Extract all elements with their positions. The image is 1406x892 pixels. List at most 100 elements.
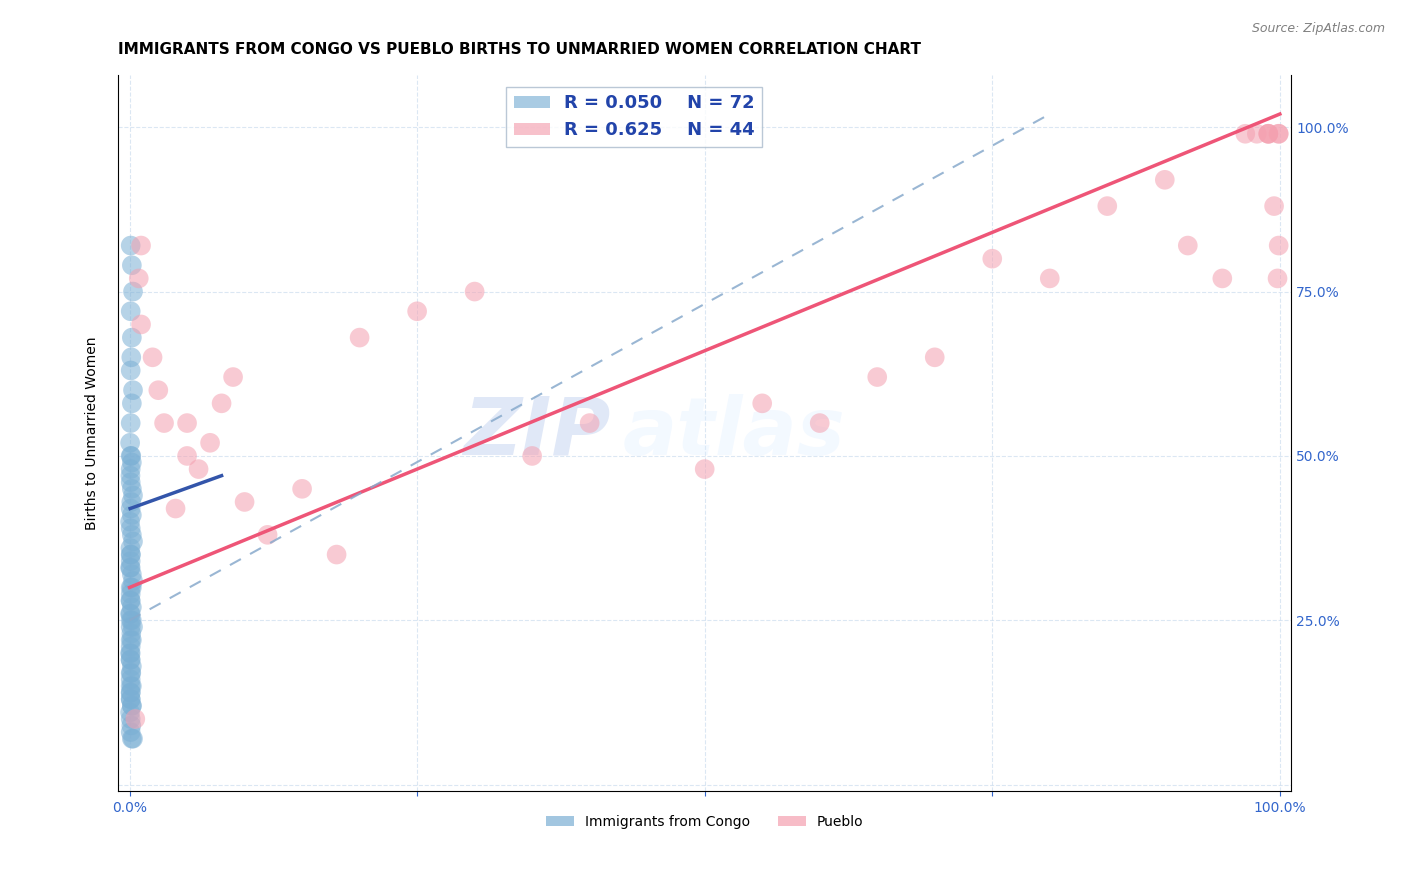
Point [120, 581, 142, 595]
Point [291, 482, 314, 496]
Point [121, 258, 143, 272]
Point [122, 285, 145, 299]
Text: Source: ZipAtlas.com: Source: ZipAtlas.com [1251, 22, 1385, 36]
Point [222, 370, 245, 384]
Point [120, 679, 142, 693]
Point [120, 673, 142, 687]
Point [120, 521, 142, 535]
Point [120, 593, 142, 607]
Point [121, 456, 143, 470]
Point [120, 495, 142, 509]
Point [121, 659, 143, 673]
Point [121, 731, 143, 746]
Point [120, 515, 142, 529]
Point [1234, 127, 1257, 141]
Point [120, 587, 142, 601]
Point [121, 633, 143, 648]
Text: IMMIGRANTS FROM CONGO VS PUEBLO BIRTHS TO UNMARRIED WOMEN CORRELATION CHART: IMMIGRANTS FROM CONGO VS PUEBLO BIRTHS T… [118, 42, 921, 57]
Point [1257, 127, 1279, 141]
Point [121, 613, 143, 627]
Point [120, 548, 142, 562]
Point [120, 475, 142, 490]
Point [1039, 271, 1062, 285]
Point [121, 330, 143, 344]
Point [1267, 271, 1289, 285]
Point [120, 560, 142, 574]
Point [120, 304, 142, 318]
Point [120, 548, 142, 562]
Point [121, 396, 143, 410]
Point [122, 731, 145, 746]
Point [120, 653, 142, 667]
Point [120, 363, 142, 377]
Point [122, 620, 145, 634]
Point [578, 416, 600, 430]
Point [1263, 199, 1285, 213]
Point [1153, 173, 1175, 187]
Point [751, 396, 773, 410]
Point [120, 640, 142, 654]
Point [1267, 127, 1289, 141]
Point [120, 351, 142, 365]
Point [1246, 127, 1268, 141]
Point [120, 593, 142, 607]
Point [120, 238, 142, 252]
Point [148, 383, 170, 397]
Point [122, 383, 145, 397]
Point [153, 416, 176, 430]
Point [120, 653, 142, 667]
Point [1257, 127, 1279, 141]
Point [693, 462, 716, 476]
Point [121, 567, 143, 582]
Point [211, 396, 233, 410]
Point [122, 488, 145, 502]
Point [121, 679, 143, 693]
Point [120, 712, 142, 726]
Point [120, 692, 142, 706]
Point [233, 495, 256, 509]
Point [808, 416, 831, 430]
Point [120, 462, 142, 476]
Point [129, 318, 152, 332]
Point [1267, 127, 1289, 141]
Point [176, 449, 198, 463]
Point [121, 482, 143, 496]
Point [120, 665, 142, 680]
Text: atlas: atlas [623, 394, 845, 472]
Point [129, 238, 152, 252]
Point [120, 607, 142, 621]
Point [1097, 199, 1119, 213]
Point [406, 304, 429, 318]
Text: ZIP: ZIP [464, 394, 610, 472]
Point [121, 581, 143, 595]
Point [120, 435, 142, 450]
Point [122, 574, 145, 588]
Point [120, 613, 142, 627]
Point [120, 416, 142, 430]
Point [120, 449, 142, 463]
Point [1177, 238, 1199, 252]
Point [464, 285, 486, 299]
Point [325, 548, 347, 562]
Point [165, 501, 187, 516]
Point [128, 271, 150, 285]
Point [198, 435, 221, 450]
Point [187, 462, 209, 476]
Point [924, 351, 946, 365]
Point [120, 718, 142, 732]
Point [120, 725, 142, 739]
Point [121, 698, 143, 713]
Point [120, 501, 142, 516]
Point [120, 633, 142, 648]
Point [121, 698, 143, 713]
Point [120, 646, 142, 660]
Point [120, 686, 142, 700]
Point [121, 600, 143, 615]
Point [120, 607, 142, 621]
Point [866, 370, 889, 384]
Point [120, 706, 142, 720]
Point [1267, 238, 1289, 252]
Point [349, 330, 371, 344]
Point [1211, 271, 1233, 285]
Point [120, 665, 142, 680]
